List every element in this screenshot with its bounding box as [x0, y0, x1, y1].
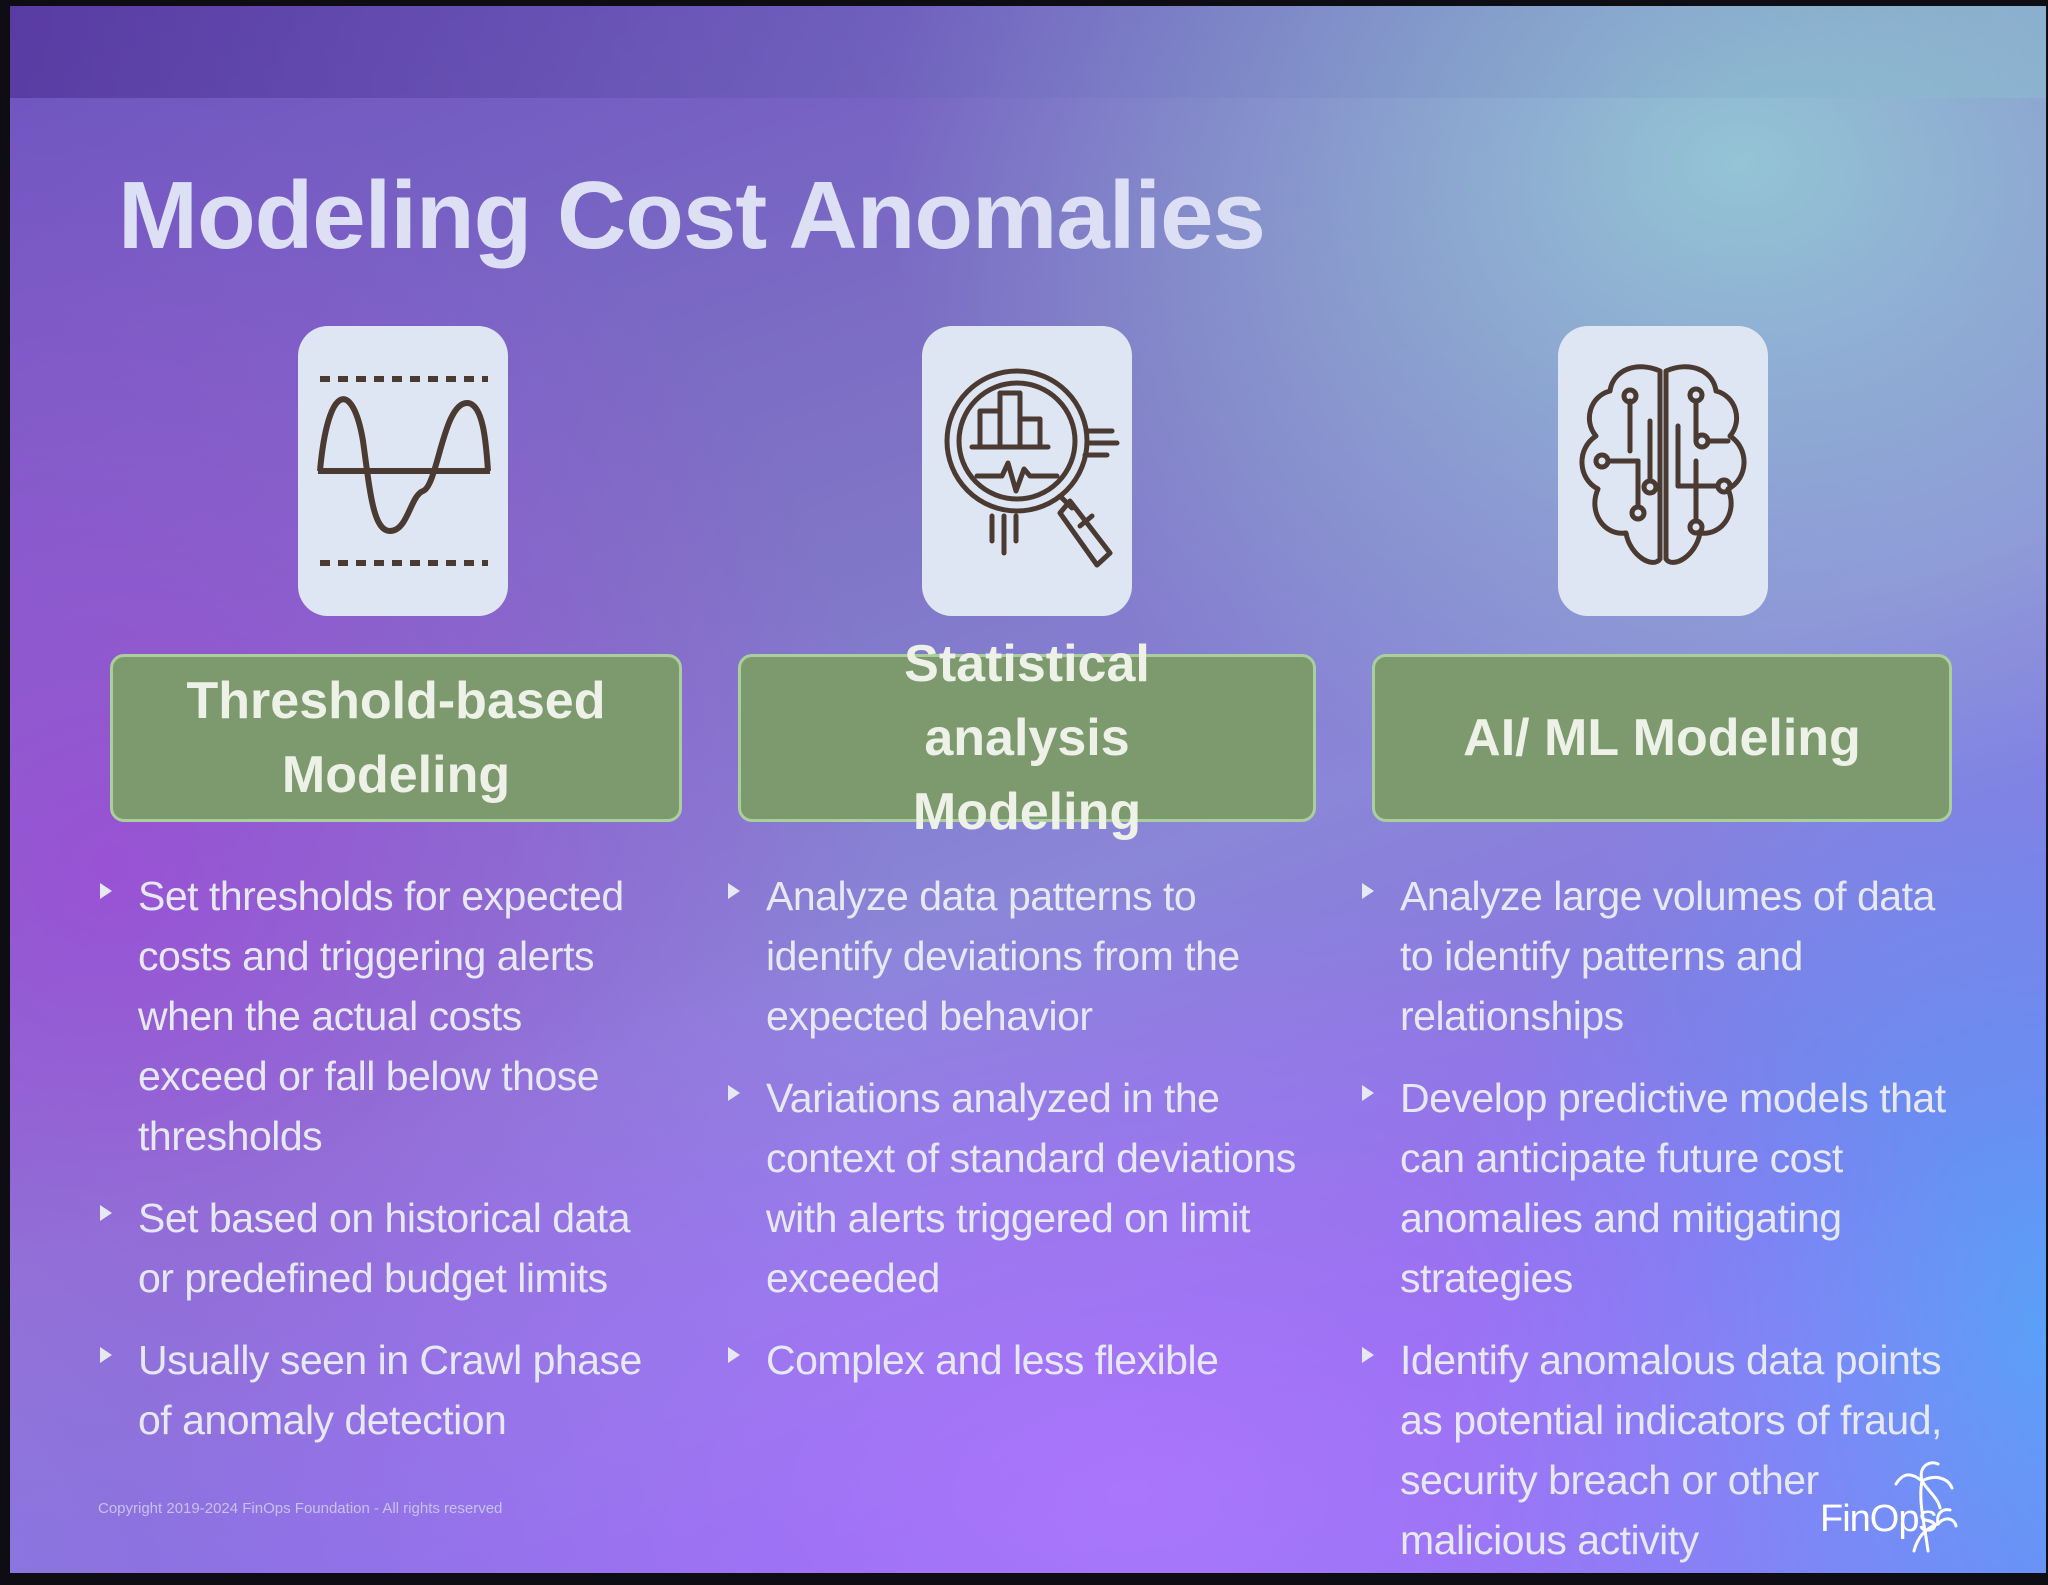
- icon-card-statistical: [922, 326, 1132, 616]
- bullet-arrow-icon: [100, 883, 112, 899]
- logo-text: FinOps: [1820, 1498, 1937, 1540]
- bullet-arrow-icon: [1362, 1347, 1374, 1363]
- header-ai-ml-label: AI/ ML Modeling: [1463, 709, 1861, 767]
- slide-top-band: [10, 6, 2046, 98]
- header-ai-ml-modeling: AI/ ML Modeling: [1372, 654, 1952, 822]
- bullet-arrow-icon: [100, 1347, 112, 1363]
- list-item: Variations analyzed in the context of st…: [728, 1068, 1298, 1308]
- bullets-threshold: Set thresholds for expected costs and tr…: [100, 866, 660, 1472]
- bullet-arrow-icon: [728, 1347, 740, 1363]
- bullet-arrow-icon: [1362, 1085, 1374, 1101]
- list-item: Set thresholds for expected costs and tr…: [100, 866, 660, 1166]
- icon-card-ai-ml: [1558, 326, 1768, 616]
- header-statistical-modeling: Statistical analysis Modeling: [738, 635, 1316, 841]
- bullet-arrow-icon: [728, 883, 740, 899]
- bullet-arrow-icon: [100, 1205, 112, 1221]
- bullets-ai-ml: Analyze large volumes of data to identif…: [1362, 866, 1962, 1573]
- copyright-notice: Copyright 2019-2024 FinOps Foundation - …: [98, 1500, 503, 1517]
- bullet-arrow-icon: [1362, 883, 1374, 899]
- header-statistical-label: Statistical analysis Modeling: [904, 635, 1150, 841]
- list-item: Develop predictive models that can antic…: [1362, 1068, 1962, 1308]
- icon-card-threshold: [298, 326, 508, 616]
- presentation-slide: Modeling Cost Anomalies: [10, 6, 2046, 1573]
- finops-logo: FinOps: [1810, 1456, 1960, 1556]
- list-item: Analyze large volumes of data to identif…: [1362, 866, 1962, 1046]
- list-item: Usually seen in Crawl phase of anomaly d…: [100, 1330, 660, 1450]
- palm-tree-icon: [1894, 1461, 1958, 1553]
- threshold-wave-icon: [317, 376, 491, 566]
- slide-title: Modeling Cost Anomalies: [118, 162, 1266, 269]
- list-item: Set based on historical data or predefin…: [100, 1188, 660, 1308]
- header-threshold-label: Threshold-based Modeling: [186, 672, 606, 804]
- list-item: Analyze data patterns to identify deviat…: [728, 866, 1298, 1046]
- circuit-brain-icon: [1579, 364, 1747, 565]
- bullets-statistical: Analyze data patterns to identify deviat…: [728, 866, 1298, 1412]
- header-threshold-modeling: Threshold-based Modeling: [110, 654, 682, 822]
- list-item: Complex and less flexible: [728, 1330, 1298, 1390]
- list-item: Identify anomalous data points as potent…: [1362, 1330, 1962, 1570]
- bullet-arrow-icon: [728, 1085, 740, 1101]
- magnifier-chart-icon: [944, 368, 1120, 568]
